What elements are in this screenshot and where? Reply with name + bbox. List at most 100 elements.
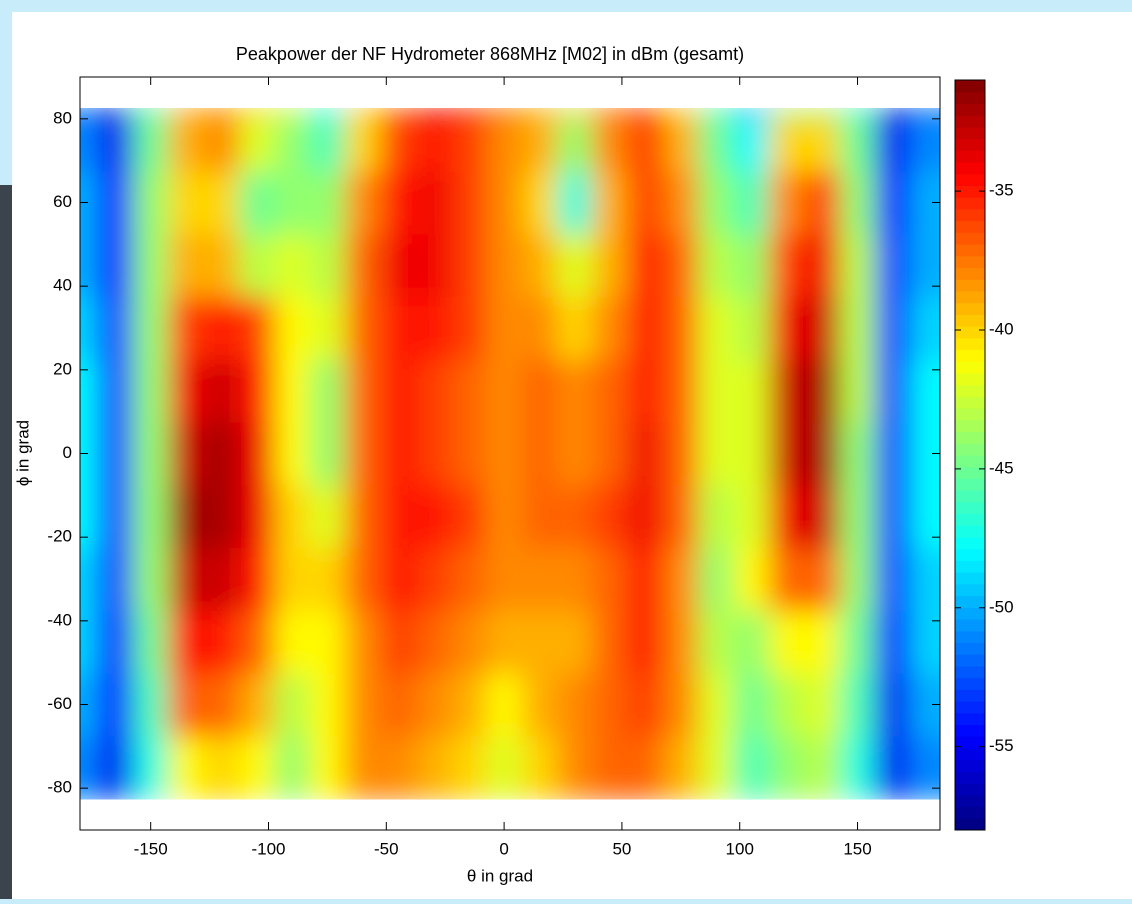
contour-cell (804, 233, 841, 298)
contour-cell (627, 296, 664, 360)
colorbar-cell (955, 455, 985, 468)
contour-cell (345, 547, 381, 611)
contour-cell (415, 547, 452, 611)
contour-cell (875, 422, 912, 486)
contour-cell (627, 108, 664, 172)
contour-cell (80, 296, 99, 360)
y-axis-label: ϕ in grad (13, 420, 32, 486)
contour-cell (274, 610, 311, 674)
contour-cell (203, 108, 240, 172)
x-tick-label: 100 (726, 839, 754, 858)
contour-cell (168, 296, 205, 360)
contour-cell (133, 673, 169, 737)
contour-cell (557, 484, 593, 549)
contour-cell (910, 108, 940, 118)
contour-cell (451, 484, 487, 549)
contour-cell (839, 547, 876, 611)
colorbar-tick-label: -40 (989, 319, 1014, 338)
contour-cell (627, 359, 664, 423)
contour-cell (557, 359, 593, 423)
contour-cell (203, 735, 240, 800)
contour-cell (80, 108, 99, 172)
colorbar-cell (955, 232, 985, 245)
contour-cell (97, 673, 134, 737)
contour-cell (345, 233, 381, 298)
contour-cell (521, 735, 558, 800)
contour-cell (415, 610, 452, 674)
contour-cell (521, 610, 558, 674)
colorbar-cell (955, 290, 985, 304)
contour-cell (168, 735, 205, 800)
x-tick-label: -50 (374, 839, 399, 858)
contour-cell (274, 673, 311, 737)
contour-cell (345, 296, 381, 360)
contour-cell (839, 359, 876, 423)
contour-cell (415, 233, 452, 298)
contour-cell (592, 673, 629, 737)
contour-cell (97, 108, 134, 118)
contour-cell (804, 359, 841, 423)
contour-cell (804, 484, 841, 549)
contour-cell (698, 673, 735, 737)
contour-cell (733, 735, 770, 800)
colorbar-cell (955, 747, 985, 761)
contour-cell (415, 735, 452, 800)
contour-cell (486, 484, 523, 549)
contour-cell (486, 422, 523, 486)
axes: -150 -100 -50 0 50 100 150 -80 -60 -40 -20 0 20 40 60 8… (47, 76, 1014, 858)
contour-cell (910, 547, 940, 611)
contour-cell (80, 735, 99, 800)
contour-cell (769, 422, 806, 486)
contour-cell (168, 108, 205, 118)
contour-cell (804, 108, 841, 172)
contour-cell (769, 108, 806, 118)
contour-cell (274, 108, 311, 118)
contour-cell (380, 422, 417, 486)
contour-cell (521, 233, 558, 298)
contour-cell (239, 233, 275, 298)
contour-cell (769, 673, 806, 737)
contour-cell (168, 171, 205, 235)
contour-cell (451, 233, 487, 298)
contour-cell (627, 673, 664, 737)
colorbar-cell (955, 267, 985, 280)
contour-cell (698, 422, 735, 486)
y-tick-label: -20 (47, 527, 72, 546)
contour-cell (804, 171, 841, 235)
contour-cell (239, 547, 275, 611)
contour-cell (309, 171, 346, 235)
contour-cell (274, 422, 311, 486)
colorbar-cell (955, 208, 985, 222)
contour-cell (521, 108, 558, 172)
colorbar-cell (955, 771, 985, 784)
contour-cell (698, 610, 735, 674)
contour-cell (804, 296, 841, 360)
contour-cell (97, 296, 134, 360)
contour-cell (486, 610, 523, 674)
contour-cell (910, 296, 940, 360)
colorbar-cell (955, 806, 985, 819)
contour-cell (875, 673, 912, 737)
contour-cell (557, 735, 593, 800)
colorbar-cell (955, 642, 985, 655)
contour-cell (839, 735, 876, 800)
contour-cell (733, 359, 770, 423)
contour-cell (203, 296, 240, 360)
contour-cell (733, 108, 770, 118)
contour-cell (168, 233, 205, 298)
contour-cell (345, 359, 381, 423)
contour-cell (380, 108, 417, 118)
contour-cell (769, 296, 806, 360)
contour-cell (239, 108, 275, 172)
contour-cell (839, 673, 876, 737)
contour-cell (239, 296, 275, 360)
contour-cell (239, 359, 275, 423)
colorbar-cell (955, 361, 985, 374)
contour-cell (486, 359, 523, 423)
contour-cell (875, 171, 912, 235)
contour-cell (80, 610, 99, 674)
contour-cell (592, 610, 629, 674)
contour-cell (875, 610, 912, 674)
contour-cell (274, 108, 311, 172)
